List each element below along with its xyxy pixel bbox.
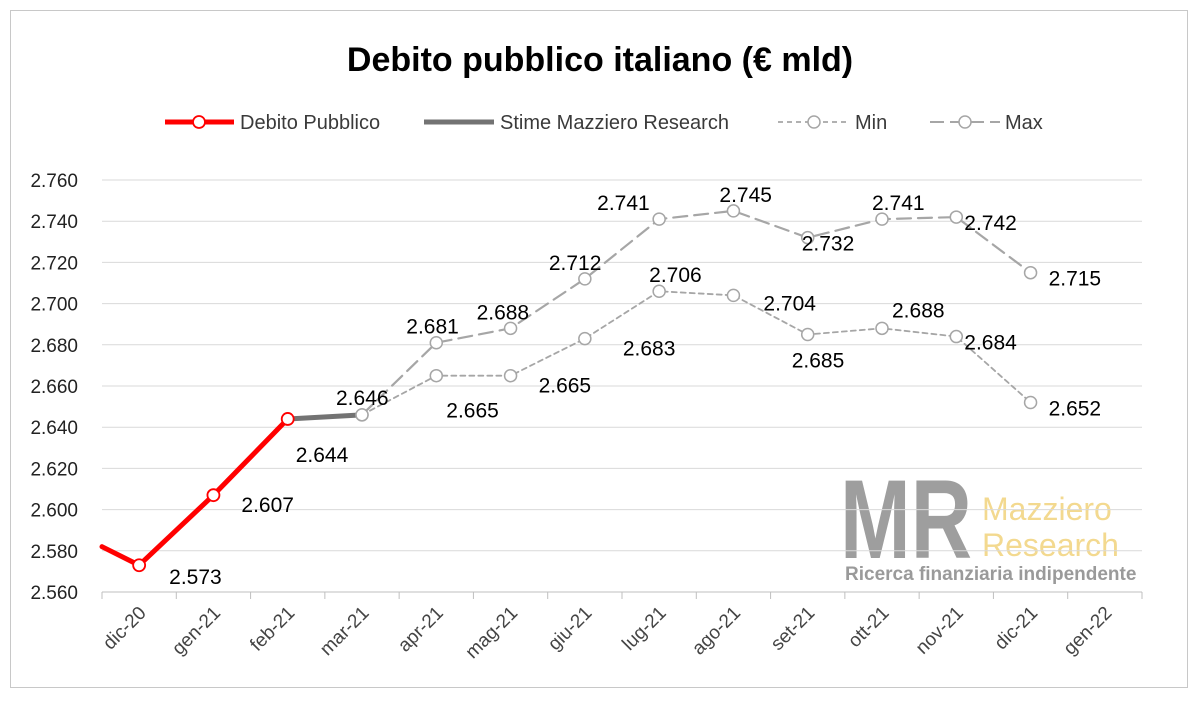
x-tick-label: feb-21 [246,603,299,656]
y-axis: 2.560 2.580 2.600 2.620 2.640 2.660 2.680 2.700… [30,171,78,604]
x-tick-label: gen-22 [1060,603,1117,660]
legend-label-debito-pubblico: Debito Pubblico [240,112,380,134]
legend-marker-max [958,115,972,129]
data-label-max: 2.712 [549,252,602,275]
data-label-min: 2.684 [964,332,1017,355]
data-label-min: 2.652 [1049,397,1102,420]
legend: Debito Pubblico Stime Mazziero Research … [165,112,1043,134]
y-tick-label: 2.560 [30,583,78,604]
point-max [503,321,518,336]
point-max [578,272,592,286]
y-tick-label: 2.580 [30,542,78,563]
series-line-debito-pubblico [99,416,291,568]
x-tick-label: dic-21 [991,603,1042,654]
x-tick-label: dic-20 [99,603,150,654]
point-min [726,288,741,303]
legend-marker-debito-pubblico [192,115,206,129]
data-label-max: 2.742 [964,212,1017,235]
y-tick-label: 2.700 [30,295,78,316]
chart-frame [10,10,1188,688]
logo-mark: MR [840,457,972,582]
data-label-min: 2.688 [892,299,945,322]
data-label-min: 2.683 [623,338,676,361]
legend-label-stime: Stime Mazziero Research [500,112,729,134]
legend-label-max: Max [1005,112,1043,134]
y-tick-label: 2.680 [30,336,78,357]
data-label-max: 2.688 [477,301,530,324]
point-min [1023,395,1038,410]
y-tick-label: 2.600 [30,501,78,522]
point-debito-pubblico [206,488,221,503]
point-min [949,329,964,344]
point-min [429,368,444,383]
y-tick-label: 2.740 [30,212,78,233]
legend-marker-min [807,115,821,129]
series-line-max [360,209,1032,416]
point-debito-pubblico [280,412,295,426]
x-tick-label: mar-21 [316,603,373,660]
point-max [800,230,815,245]
point-max [875,212,889,226]
logo-name-line2: Research [982,527,1119,563]
series-layer [99,204,1038,573]
point-min [578,331,592,346]
point-min [875,321,889,336]
data-label-max: 2.745 [719,184,772,207]
data-labels: 2.573 2.607 2.644 2.646 2.665 2.665 2.683 2.706… [169,184,1101,589]
x-tick-label: lug-21 [618,603,670,655]
mazziero-research-logo: MR Mazziero Research Ricerca finanziaria… [840,457,1136,585]
chart-title: Debito pubblico italiano (€ mld) [347,41,853,79]
x-tick-label: set-21 [767,603,819,655]
logo-name-line1: Mazziero [982,491,1112,527]
data-label-max: 2.681 [406,316,459,339]
gridlines [102,179,1142,593]
y-tick-label: 2.660 [30,377,78,398]
x-tick-label: ago-21 [688,603,745,660]
point-min [503,368,518,383]
data-label-min: 2.685 [792,350,845,373]
point-max [1023,265,1038,280]
x-tick-label: giu-21 [544,603,596,655]
point-min [800,327,815,342]
data-label-debito-pubblico: 2.644 [296,444,349,467]
data-label-max: 2.715 [1049,268,1102,291]
point-max [726,204,741,218]
point-max [429,335,444,350]
point-max [949,210,964,224]
series-line-stime-mazziero-research [285,412,365,422]
y-tick-label: 2.620 [30,459,78,480]
x-tick-label: nov-21 [912,603,968,659]
point-debito-pubblico [132,558,147,573]
data-label-stime-mazziero-research: 2.646 [336,387,389,410]
x-axis: dic-20 gen-21 feb-21 mar-21 apr-21 mag-21 giu-… [99,592,1143,663]
series-line-min [361,290,1032,416]
data-label-min: 2.706 [649,264,702,287]
point-max [355,408,369,422]
data-label-min: 2.665 [539,375,592,398]
x-tick-label: ott-21 [844,603,893,652]
y-tick-label: 2.760 [30,171,78,192]
x-tick-label: gen-21 [168,603,225,660]
data-label-max: 2.741 [872,192,925,215]
x-tick-label: mag-21 [462,603,522,663]
logo-tagline: Ricerca finanziaria indipendente [845,564,1136,585]
data-label-max: 2.741 [597,192,650,215]
y-tick-label: 2.640 [30,418,78,439]
data-label-min: 2.704 [763,292,816,315]
data-label-max: 2.732 [802,233,855,256]
point-min [652,284,666,298]
legend-label-min: Min [855,112,887,134]
data-label-min: 2.665 [446,400,499,423]
data-label-debito-pubblico: 2.607 [241,494,294,517]
x-tick-label: apr-21 [394,603,448,657]
data-label-debito-pubblico: 2.573 [169,566,222,589]
point-max [652,212,666,226]
y-tick-label: 2.720 [30,253,78,274]
